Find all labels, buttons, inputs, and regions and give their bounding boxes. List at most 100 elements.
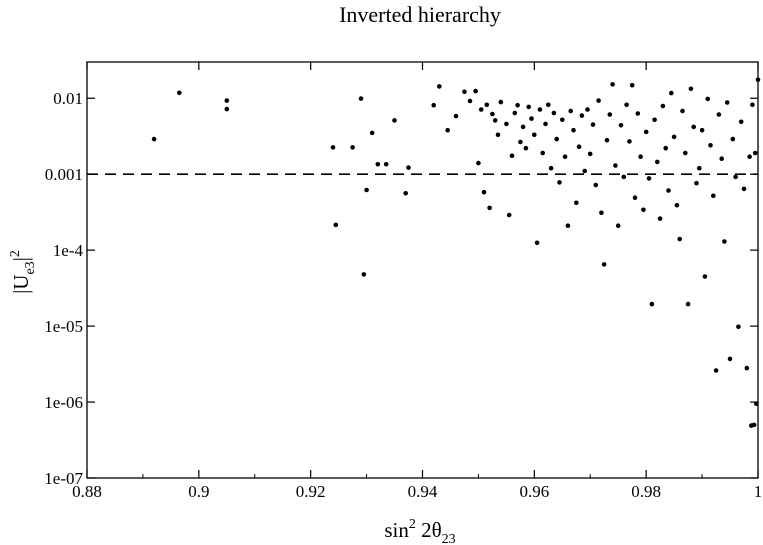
data-point xyxy=(655,159,660,165)
data-point xyxy=(657,216,663,221)
x-label-theta: 2θ xyxy=(416,518,442,542)
data-point xyxy=(562,154,568,159)
data-point xyxy=(624,102,629,108)
data-point xyxy=(445,127,451,133)
data-point xyxy=(596,98,601,103)
x-tick-label: 1 xyxy=(754,482,763,501)
data-point xyxy=(669,90,674,96)
data-point xyxy=(431,102,437,108)
data-point xyxy=(708,143,713,148)
data-point xyxy=(741,186,747,192)
data-point xyxy=(733,174,738,180)
x-label-sub: 23 xyxy=(442,532,456,545)
data-point xyxy=(585,107,590,112)
data-point xyxy=(674,203,680,208)
data-point xyxy=(744,365,750,371)
y-axis-label: |Ue3|2 xyxy=(8,250,38,294)
data-point xyxy=(375,162,381,167)
data-point xyxy=(520,124,526,130)
data-point xyxy=(719,156,724,161)
data-point xyxy=(462,89,467,94)
data-point xyxy=(730,136,736,142)
data-point xyxy=(548,165,554,171)
y-tick-label: 1e-06 xyxy=(44,393,83,412)
data-point xyxy=(333,222,339,228)
data-point xyxy=(453,113,459,119)
data-point xyxy=(403,191,409,196)
data-point xyxy=(358,96,364,101)
data-point xyxy=(699,127,705,133)
data-point xyxy=(752,150,758,156)
data-point xyxy=(512,110,518,116)
data-point xyxy=(177,90,182,96)
x-tick-label: 0.98 xyxy=(631,482,661,501)
data-point xyxy=(677,236,682,242)
y-label-sup: 2 xyxy=(8,250,23,257)
data-point xyxy=(711,193,716,199)
data-point xyxy=(495,132,501,138)
data-point xyxy=(565,223,571,228)
data-point xyxy=(750,102,755,108)
data-point xyxy=(478,107,484,112)
data-point xyxy=(383,162,389,167)
data-point xyxy=(618,123,624,128)
data-point xyxy=(705,96,710,102)
y-label-open: |U xyxy=(9,275,33,294)
data-point xyxy=(683,150,688,156)
data-point xyxy=(643,129,649,135)
data-point xyxy=(621,174,627,180)
data-point xyxy=(406,165,411,170)
data-point xyxy=(649,301,655,307)
data-point xyxy=(151,136,157,142)
data-point xyxy=(652,117,657,123)
data-point xyxy=(635,111,641,116)
y-tick-label: 0.01 xyxy=(53,89,83,108)
data-point xyxy=(601,262,607,267)
data-point xyxy=(574,200,579,206)
data-points xyxy=(151,77,761,428)
data-point xyxy=(688,86,694,92)
y-label-close: | xyxy=(9,257,33,261)
data-point xyxy=(680,108,685,114)
y-tick-label: 1e-05 xyxy=(44,317,83,336)
data-point xyxy=(694,180,699,186)
data-point xyxy=(627,139,632,144)
data-point xyxy=(492,118,498,123)
data-point xyxy=(361,272,367,277)
data-point xyxy=(551,110,557,116)
data-point xyxy=(590,122,596,127)
data-point xyxy=(599,210,604,216)
data-point xyxy=(738,119,744,125)
data-point xyxy=(587,151,593,157)
data-point xyxy=(330,145,336,150)
data-point xyxy=(660,103,666,109)
axis-ticks: 0.88 0.9 0.92 0.94 0.96 0.98 1 1e-07 1e-06 1e-05 1… xyxy=(44,62,762,501)
data-point xyxy=(663,145,668,151)
y-tick-label: 0.001 xyxy=(45,165,83,184)
data-point xyxy=(751,422,757,428)
data-point xyxy=(540,150,545,156)
data-point xyxy=(697,165,702,171)
data-point xyxy=(702,274,708,279)
data-point xyxy=(437,84,442,89)
data-point xyxy=(632,195,638,200)
data-point xyxy=(523,145,529,151)
data-point xyxy=(481,189,487,195)
data-point xyxy=(560,117,565,123)
data-point xyxy=(529,116,534,121)
data-point xyxy=(554,136,559,142)
data-point xyxy=(518,139,523,145)
data-point xyxy=(638,154,643,159)
data-point xyxy=(691,124,696,130)
data-point xyxy=(476,160,481,166)
data-point xyxy=(579,113,585,118)
data-point xyxy=(607,112,613,117)
data-point xyxy=(537,107,543,112)
data-point xyxy=(487,205,492,211)
data-point xyxy=(613,163,618,168)
data-point xyxy=(498,99,504,105)
data-point xyxy=(582,168,587,174)
x-label-sin: sin xyxy=(384,518,409,542)
data-point xyxy=(576,144,582,149)
